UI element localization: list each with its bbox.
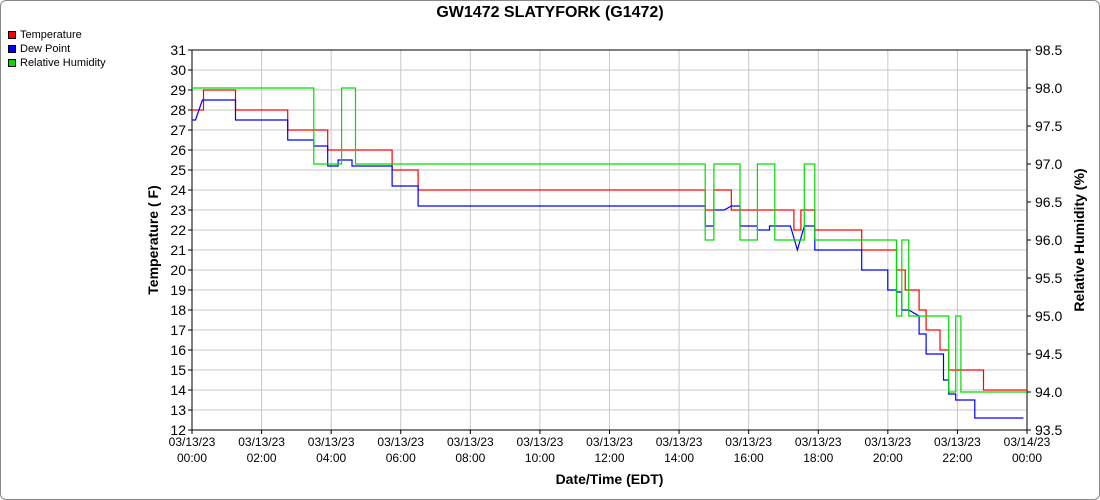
y2-tick-label: 96.0 [1035,232,1062,248]
y-tick-label: 29 [170,82,186,98]
x-tick-time-label: 14:00 [664,451,694,465]
y2-axis-label: Relative Humidity (%) [1071,168,1087,311]
x-tick-time-label: 12:00 [594,451,624,465]
y-tick-label: 12 [170,422,186,438]
x-tick-date-label: 03/13/23 [586,435,633,449]
legend-item-relative-humidity: Relative Humidity [8,56,106,70]
x-tick-date-label: 03/13/23 [795,435,842,449]
y-tick-label: 15 [170,362,186,378]
y-tick-label: 30 [170,62,186,78]
legend-label-temperature: Temperature [20,29,82,41]
legend-label-relative-humidity: Relative Humidity [20,57,106,69]
y2-tick-label: 95.5 [1035,270,1062,286]
y-tick-label: 19 [170,282,186,298]
chart-title: GW1472 SLATYFORK (G1472) [436,4,664,21]
axes-layer: 12 13 14 15 16 17 18 19 20 21 22 23 24 25 26 27 28 29 30 31… [169,42,1063,465]
x-tick-date-label: 03/13/23 [725,435,772,449]
y-tick-label: 13 [170,402,186,418]
x-tick-date-label: 03/13/23 [934,435,981,449]
y2-tick-label: 95.0 [1035,308,1062,324]
x-tick-time-label: 22:00 [942,451,972,465]
y-tick-label: 14 [170,382,186,398]
series-line-temperature [192,89,1027,391]
x-tick-time-label: 06:00 [386,451,416,465]
y2-tick-label: 96.5 [1035,194,1062,210]
y-tick-label: 17 [170,322,186,338]
x-tick-time-label: 16:00 [734,451,764,465]
y-tick-label: 26 [170,142,186,158]
y-tick-label: 27 [170,122,186,138]
legend-swatch-relative-humidity [8,59,16,67]
y2-tick-label: 93.5 [1035,422,1062,438]
y-tick-label: 20 [170,262,186,278]
x-tick-time-label: 00:00 [1012,451,1042,465]
grid-lines [191,49,1028,431]
x-tick-date-label: 03/13/23 [656,435,703,449]
legend: Temperature Dew Point Relative Humidity [8,28,106,70]
x-tick-time-label: 08:00 [455,451,485,465]
y-tick-label: 16 [170,342,186,358]
y-tick-label: 18 [170,302,186,318]
x-tick-time-label: 02:00 [247,451,277,465]
legend-swatch-temperature [8,31,16,39]
x-tick-date-label: 03/13/23 [447,435,494,449]
y2-tick-label: 98.5 [1035,42,1062,58]
legend-item-temperature: Temperature [8,28,106,42]
legend-item-dew-point: Dew Point [8,42,106,56]
x-tick-date-label: 03/13/23 [308,435,355,449]
y-tick-label: 25 [170,162,186,178]
x-tick-time-label: 18:00 [803,451,833,465]
legend-swatch-dew-point [8,45,16,53]
x-tick-time-label: 20:00 [873,451,903,465]
legend-label-dew-point: Dew Point [20,43,71,55]
y2-tick-label: 94.5 [1035,346,1062,362]
series-line-dew-point [192,99,1024,419]
y2-tick-label: 98.0 [1035,80,1062,96]
series-line-relative-humidity [192,87,1027,393]
y2-tick-label: 94.0 [1035,384,1062,400]
x-tick-time-label: 00:00 [177,451,207,465]
x-tick-date-label: 03/13/23 [238,435,285,449]
y2-tick-label: 97.0 [1035,156,1062,172]
x-tick-date-label: 03/13/23 [169,435,216,449]
y-tick-label: 24 [170,182,186,198]
y-axis-label: Temperature ( F) [145,185,161,294]
x-axis-label: Date/Time (EDT) [556,471,664,487]
series-layer [192,87,1027,419]
y-tick-label: 31 [170,42,186,58]
x-tick-time-label: 10:00 [525,451,555,465]
y2-tick-label: 97.5 [1035,118,1062,134]
y-tick-label: 22 [170,222,186,238]
x-tick-date-label: 03/13/23 [517,435,564,449]
y-tick-label: 21 [170,242,186,258]
y-tick-label: 23 [170,202,186,218]
x-tick-date-label: 03/14/23 [1004,435,1051,449]
x-tick-date-label: 03/13/23 [864,435,911,449]
x-tick-time-label: 04:00 [316,451,346,465]
y-tick-label: 28 [170,102,186,118]
x-tick-date-label: 03/13/23 [377,435,424,449]
